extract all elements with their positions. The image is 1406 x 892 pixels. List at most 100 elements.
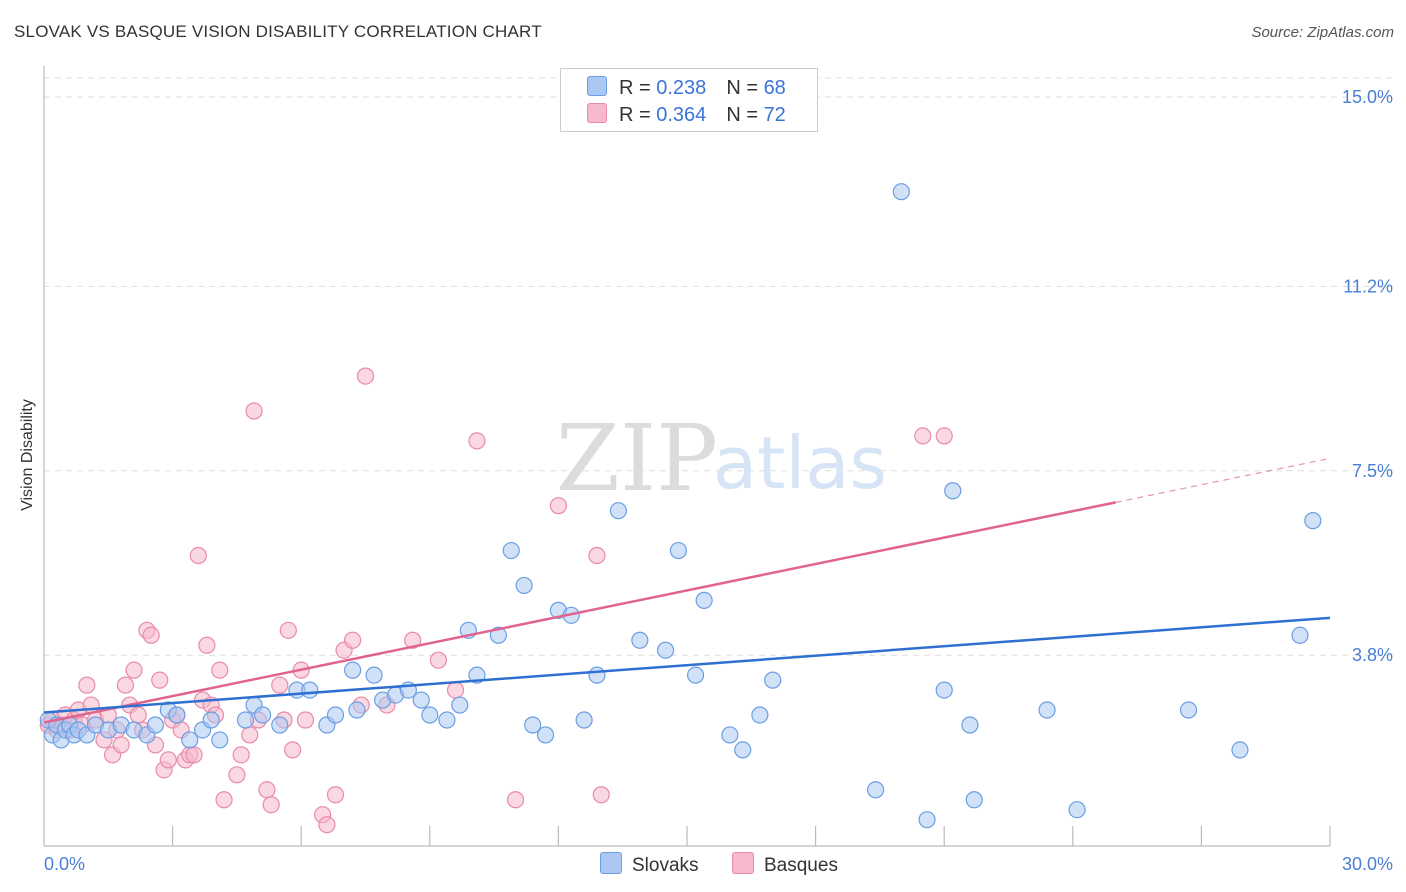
slovaks-point (721, 726, 739, 744)
basques-point (78, 676, 96, 694)
gridlines (44, 77, 1393, 656)
basques-point (232, 746, 250, 764)
bottom-legend-basques: Basques (732, 852, 838, 877)
slovaks-point (965, 791, 983, 809)
basques-point (318, 816, 336, 834)
basques-point (211, 661, 229, 679)
basques-point (429, 651, 447, 669)
slovaks-point (892, 183, 910, 201)
x-tick-label-max: 30.0% (1342, 854, 1393, 874)
slovaks-point (961, 716, 979, 734)
slovaks-point (489, 626, 507, 644)
slovaks-point (944, 482, 962, 500)
slovaks-swatch (587, 76, 607, 96)
legend-r-value-slovaks: 0.238 (656, 77, 707, 99)
slovaks-point (348, 701, 366, 719)
slovaks-points (39, 183, 1322, 829)
slovaks-point (1179, 701, 1198, 719)
slovaks-point (575, 711, 593, 729)
slovaks-point (344, 661, 362, 679)
basques-point (129, 706, 147, 724)
trend-lines (43, 457, 1331, 724)
slovaks-point (524, 716, 542, 734)
slovaks-point (502, 541, 520, 560)
bottom-legend-slovaks: Slovaks (600, 852, 699, 877)
basques-point (228, 766, 246, 784)
basques-point (279, 621, 297, 639)
slovaks-point (421, 706, 439, 724)
watermark-atlas: atlas (713, 421, 887, 505)
basques-point (549, 497, 568, 515)
slovaks-point (918, 811, 936, 829)
slovaks-point (867, 781, 885, 799)
basques-point (189, 546, 207, 565)
basques-point (468, 432, 486, 450)
basques-point (262, 796, 280, 814)
slovaks-point (536, 726, 555, 744)
stats-legend: R = 0.238 N = 68 R = 0.364 N = 72 (560, 68, 818, 132)
chart-title: SLOVAK VS BASQUE VISION DISABILITY CORRE… (14, 22, 542, 41)
slovaks-point (588, 666, 606, 684)
slovaks-point (202, 711, 220, 729)
slovaks-point (656, 641, 675, 659)
legend-n-value-slovaks: 68 (763, 77, 786, 99)
slovaks-point (326, 706, 345, 724)
slovaks-point (365, 666, 383, 684)
slovaks-point (438, 711, 456, 729)
basques-point (125, 661, 143, 679)
slovaks-point (271, 716, 289, 734)
bottom-legend-label-basques: Basques (764, 855, 838, 876)
basques-point (404, 631, 422, 649)
basques-point (356, 367, 375, 385)
slovaks-point (686, 666, 705, 684)
slovaks-point (451, 696, 469, 714)
basques-point (271, 676, 289, 694)
basques-point (344, 631, 362, 649)
basques-legend-swatch (732, 852, 754, 874)
basques-point (284, 741, 302, 759)
basques-point (198, 636, 216, 654)
slovaks-point (764, 671, 782, 689)
slovaks-point (301, 681, 319, 699)
basques-point (151, 671, 169, 689)
slovaks-point (146, 716, 165, 734)
slovaks-point (1038, 701, 1056, 719)
basques-point (914, 427, 932, 445)
legend-row-slovaks: R = 0.238 N = 68 (587, 76, 786, 100)
basques-point (112, 736, 130, 754)
legend-row-basques: R = 0.364 N = 72 (587, 103, 786, 127)
legend-n-value-basques: 72 (763, 104, 786, 126)
basques-point (935, 427, 953, 445)
slovaks-trend-line (43, 616, 1331, 714)
slovaks-point (751, 706, 769, 724)
slovaks-point (1231, 741, 1249, 759)
basques-point (592, 786, 610, 804)
watermark-zip: ZIP (556, 405, 718, 512)
slovaks-point (1068, 801, 1086, 819)
basques-trend-extension (1115, 457, 1331, 503)
basques-point (159, 751, 177, 769)
slovaks-point (254, 706, 272, 724)
slovaks-legend-swatch (600, 852, 622, 874)
basques-swatch (587, 103, 607, 123)
slovaks-point (168, 706, 186, 724)
y-tick-label: 11.2% (1343, 276, 1393, 296)
basques-point (588, 546, 606, 565)
slovaks-point (734, 741, 752, 759)
basques-point (185, 746, 203, 764)
legend-n-label: N = (726, 104, 764, 126)
slovaks-point (695, 591, 713, 609)
legend-r-label: R = (619, 77, 657, 99)
basques-point (506, 791, 525, 809)
basques-trend-line (43, 501, 1116, 724)
basques-point (142, 626, 160, 644)
y-tick-label: 3.8% (1352, 645, 1393, 665)
slovaks-point (236, 711, 255, 729)
slovaks-point (412, 691, 430, 709)
basques-point (258, 781, 276, 799)
legend-r-label: R = (619, 104, 657, 126)
y-tick-label: 15.0% (1342, 87, 1393, 107)
basques-point (245, 402, 263, 420)
basques-point (215, 791, 233, 809)
